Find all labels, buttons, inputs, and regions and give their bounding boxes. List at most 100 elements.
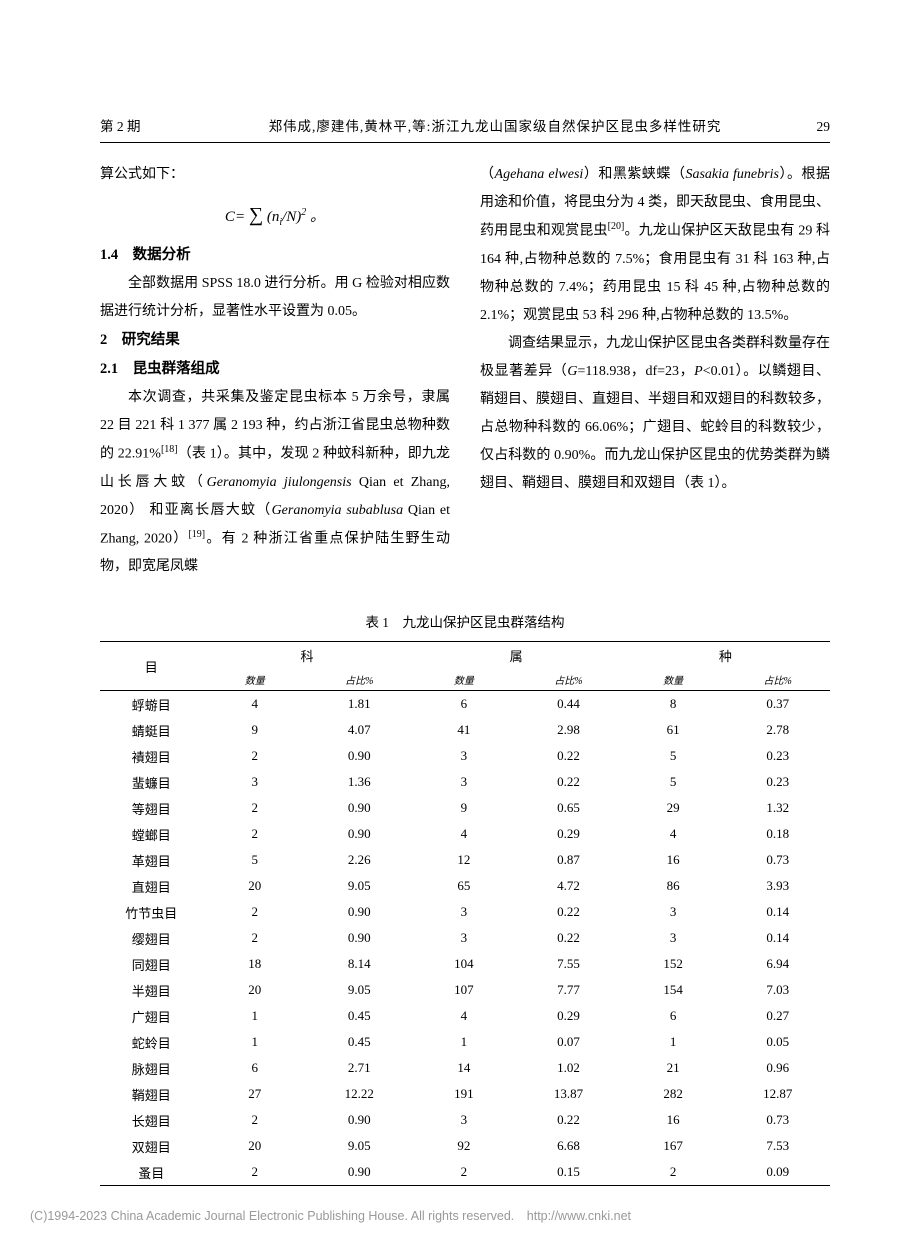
table-cell: 4.07: [307, 717, 412, 743]
table-cell: 0.73: [725, 1107, 830, 1133]
table-cell: 蜻蜓目: [100, 717, 202, 743]
th-genus: 属: [412, 642, 621, 669]
table-cell: 154: [621, 977, 726, 1003]
table-cell: 3: [412, 769, 517, 795]
table-row: 螳螂目20.9040.2940.18: [100, 821, 830, 847]
table-cell: 5: [202, 847, 307, 873]
table-row: 同翅目188.141047.551526.94: [100, 951, 830, 977]
table-cell: 5: [621, 743, 726, 769]
table-cell: 86: [621, 873, 726, 899]
table-cell: 0.14: [725, 925, 830, 951]
table-cell: 3: [202, 769, 307, 795]
header-title: 郑伟成,廖建伟,黄林平,等:浙江九龙山国家级自然保护区昆虫多样性研究: [200, 115, 790, 135]
table-cell: 0.45: [307, 1003, 412, 1029]
table-cell: 竹节虫目: [100, 899, 202, 925]
th-order: 目: [100, 642, 202, 691]
table-cell: 0.90: [307, 795, 412, 821]
table-cell: 8.14: [307, 951, 412, 977]
table-caption: 表 1 九龙山保护区昆虫群落结构: [100, 611, 830, 631]
table-cell: 7.55: [516, 951, 621, 977]
table-row: 长翅目20.9030.22160.73: [100, 1107, 830, 1133]
table-cell: 0.07: [516, 1029, 621, 1055]
table-cell: 4: [202, 691, 307, 718]
table-row: 广翅目10.4540.2960.27: [100, 1003, 830, 1029]
table-cell: 9.05: [307, 977, 412, 1003]
table-cell: 蚤目: [100, 1159, 202, 1186]
table-row: 直翅目209.05654.72863.93: [100, 873, 830, 899]
table-row: 蛇蛉目10.4510.0710.05: [100, 1029, 830, 1055]
table-cell: 4: [621, 821, 726, 847]
table-cell: 1.02: [516, 1055, 621, 1081]
table-cell: 12.22: [307, 1081, 412, 1107]
table-cell: 等翅目: [100, 795, 202, 821]
th-pct: 占比%: [725, 668, 830, 691]
table-row: 革翅目52.26120.87160.73: [100, 847, 830, 873]
table-cell: 0.44: [516, 691, 621, 718]
table-cell: 8: [621, 691, 726, 718]
table-cell: 16: [621, 847, 726, 873]
table-cell: 缨翅目: [100, 925, 202, 951]
table-cell: 0.22: [516, 769, 621, 795]
table-cell: 0.90: [307, 899, 412, 925]
table-cell: 0.29: [516, 821, 621, 847]
table-cell: 同翅目: [100, 951, 202, 977]
table-cell: 20: [202, 1133, 307, 1159]
content-columns: 算公式如下： C= ∑ (ni/N)2 。 1.4 数据分析 全部数据用 SPS…: [100, 161, 830, 581]
table-cell: 0.22: [516, 925, 621, 951]
table-cell: 1.81: [307, 691, 412, 718]
table-cell: 0.73: [725, 847, 830, 873]
table-cell: 蜉蝣目: [100, 691, 202, 718]
table-cell: 2: [202, 1107, 307, 1133]
table-cell: 2.98: [516, 717, 621, 743]
table-cell: 脉翅目: [100, 1055, 202, 1081]
table-cell: 0.90: [307, 821, 412, 847]
section-1-4-head: 1.4 数据分析: [100, 241, 450, 270]
table-cell: 3.93: [725, 873, 830, 899]
header-issue: 第 2 期: [100, 115, 200, 135]
table-cell: 0.90: [307, 1107, 412, 1133]
table-cell: 3: [412, 1107, 517, 1133]
table-cell: 蛇蛉目: [100, 1029, 202, 1055]
th-count: 数量: [412, 668, 517, 691]
table-cell: 0.27: [725, 1003, 830, 1029]
table-cell: 6: [412, 691, 517, 718]
th-pct: 占比%: [516, 668, 621, 691]
table-cell: 0.18: [725, 821, 830, 847]
table-cell: 0.96: [725, 1055, 830, 1081]
table-cell: 4: [412, 821, 517, 847]
table-cell: 282: [621, 1081, 726, 1107]
para-2: 调查结果显示，九龙山保护区昆虫各类群科数量存在极显著差异（G=118.938，d…: [480, 330, 830, 498]
table-cell: 革翅目: [100, 847, 202, 873]
table-row: 鞘翅目2712.2219113.8728212.87: [100, 1081, 830, 1107]
table-cell: 41: [412, 717, 517, 743]
footer-copyright: (C)1994-2023 China Academic Journal Elec…: [30, 1205, 631, 1224]
table-cell: 半翅目: [100, 977, 202, 1003]
table-cell: 1: [202, 1003, 307, 1029]
table-cell: 16: [621, 1107, 726, 1133]
table-cell: 92: [412, 1133, 517, 1159]
table-cell: 4.72: [516, 873, 621, 899]
th-family: 科: [202, 642, 411, 669]
table-cell: 6: [621, 1003, 726, 1029]
table-cell: 20: [202, 873, 307, 899]
table-row: 缨翅目20.9030.2230.14: [100, 925, 830, 951]
table-cell: 鞘翅目: [100, 1081, 202, 1107]
table-cell: 167: [621, 1133, 726, 1159]
table-cell: 3: [621, 899, 726, 925]
formula: C= ∑ (ni/N)2 。: [100, 195, 450, 235]
section-2-1-head: 2.1 昆虫群落组成: [100, 355, 450, 384]
table-cell: 2.71: [307, 1055, 412, 1081]
table-cell: 1.32: [725, 795, 830, 821]
table-cell: 1: [202, 1029, 307, 1055]
table-row: 蚤目20.9020.1520.09: [100, 1159, 830, 1186]
table-cell: 双翅目: [100, 1133, 202, 1159]
table-cell: 9: [412, 795, 517, 821]
table-cell: 7.77: [516, 977, 621, 1003]
table-cell: 13.87: [516, 1081, 621, 1107]
table-cell: 12.87: [725, 1081, 830, 1107]
table-cell: 3: [412, 925, 517, 951]
table-cell: 0.22: [516, 743, 621, 769]
table-cell: 2: [202, 925, 307, 951]
table-cell: 9.05: [307, 1133, 412, 1159]
section-2-head: 2 研究结果: [100, 326, 450, 355]
